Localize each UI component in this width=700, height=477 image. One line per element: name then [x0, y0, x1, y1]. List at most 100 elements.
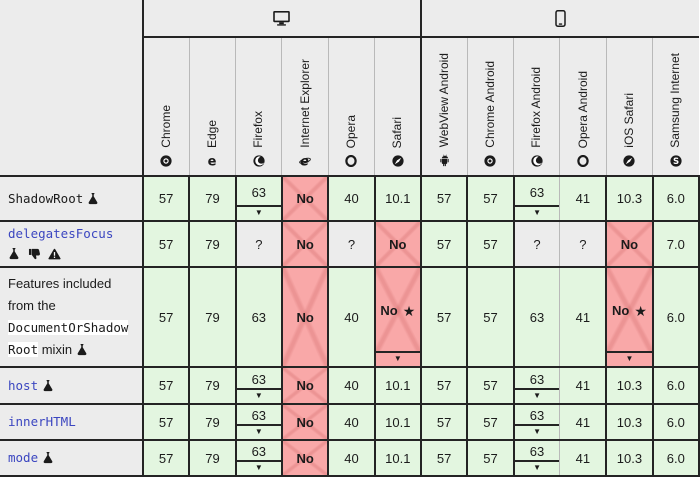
support-value-area: 57: [144, 222, 188, 266]
support-value-area: 57: [422, 222, 466, 266]
support-value-area: No: [282, 177, 328, 220]
support-value: 63: [251, 444, 267, 459]
browser-name: Internet Explorer: [297, 59, 312, 148]
support-value-area: 10.3: [607, 405, 651, 439]
support-value-area: 7.0: [654, 222, 698, 266]
support-value: 63: [251, 184, 267, 200]
support-value-area: 79: [190, 222, 234, 266]
support-cell-ios-safari[interactable]: No ★ ▼: [605, 266, 654, 368]
support-cell-internet-explorer: No: [280, 403, 330, 441]
note-indicator-icon: ▼: [236, 388, 281, 403]
browser-name: Chrome Android: [482, 61, 497, 148]
support-cell-firefox-android[interactable]: 63 ▼: [512, 403, 561, 441]
footnote-star-icon: ★: [634, 302, 647, 319]
support-cell-firefox-android[interactable]: 63 ▼: [512, 175, 561, 222]
feature-link[interactable]: host: [8, 378, 38, 393]
support-value-area: 79: [190, 405, 234, 439]
support-cell-opera: 40: [327, 175, 376, 222]
support-value: 40: [344, 191, 359, 206]
support-cell-firefox[interactable]: 63 ▼: [234, 175, 283, 222]
support-value-area: 79: [190, 368, 234, 403]
support-value: 10.3: [616, 191, 643, 206]
support-value-area: 63: [515, 405, 560, 426]
support-cell-webview-android: 57: [419, 220, 469, 268]
support-value-area: 63: [237, 441, 281, 462]
support-value: 79: [205, 414, 220, 430]
column-header-webview-android: WebView Android: [419, 37, 468, 177]
support-cell-internet-explorer: No: [280, 175, 330, 222]
support-cell-webview-android: 57: [419, 403, 469, 441]
support-value-area: ?: [329, 222, 373, 266]
note-indicator-icon: ▼: [236, 424, 281, 439]
support-cell-safari[interactable]: No ★ ▼: [373, 266, 422, 368]
feature-code: host: [8, 377, 39, 393]
support-cell-firefox-android[interactable]: 63 ▼: [512, 366, 561, 405]
compat-table-body: ShadowRoot 57 79 63 ▼ No 40 10.1 57 57 63 ▼ 41 10.3 6…: [0, 175, 700, 477]
column-header-samsung-internet: Samsung Internet S: [652, 37, 699, 177]
support-cell-firefox[interactable]: 63 ▼: [234, 439, 283, 477]
svg-text:e: e: [208, 155, 217, 167]
support-value: 79: [205, 236, 220, 252]
support-cell-firefox[interactable]: 63 ▼: [234, 366, 283, 405]
feature-link[interactable]: innerHTML: [8, 414, 76, 429]
support-cell-chrome: 57: [141, 366, 191, 405]
feature-link[interactable]: mode: [8, 450, 38, 465]
support-cell-safari: 10.1: [373, 366, 422, 405]
support-value: 57: [158, 378, 174, 393]
safari-icon: [391, 155, 404, 167]
support-cell-chrome: 57: [141, 175, 191, 222]
mobile-icon: [555, 9, 566, 27]
feature-link[interactable]: delegatesFocus: [8, 226, 113, 241]
support-cell-chrome: 57: [141, 403, 191, 441]
support-cell-firefox[interactable]: 63 ▼: [234, 403, 283, 441]
browser-name: Edge: [204, 119, 219, 148]
support-cell-firefox-android[interactable]: 63 ▼: [512, 439, 561, 477]
support-value-area: 10.3: [607, 368, 651, 403]
support-value-area: 63: [237, 368, 281, 390]
support-value: 41: [575, 309, 591, 325]
support-cell-samsung-internet: 6.0: [651, 439, 700, 477]
support-value: 63: [251, 408, 267, 423]
support-cell-edge: 79: [188, 220, 237, 268]
support-value: 41: [575, 378, 591, 393]
support-value-area: 57: [144, 441, 188, 475]
support-value: 57: [158, 191, 174, 206]
support-value-area: 63: [237, 405, 281, 426]
note-indicator-icon: ▼: [607, 351, 652, 366]
support-value: 57: [436, 378, 452, 393]
experimental-icon: [42, 451, 54, 464]
corner-cell: [0, 0, 144, 177]
support-value-area: 10.3: [607, 441, 651, 475]
feature-code: delegatesFocus: [8, 226, 114, 241]
support-value-area: 41: [560, 441, 605, 475]
support-value: 57: [436, 236, 452, 252]
support-value-area: No: [282, 368, 328, 403]
support-value-area: 10.1: [376, 441, 420, 475]
support-value: 57: [436, 450, 452, 466]
firefox-icon: [531, 155, 543, 167]
support-value: 63: [529, 309, 545, 325]
support-value-area: 57: [144, 405, 188, 439]
support-value: 79: [205, 309, 220, 325]
support-value-area: 57: [422, 177, 466, 220]
support-value: 57: [158, 450, 174, 466]
support-cell-internet-explorer: No: [280, 220, 330, 268]
support-value-area: 40: [329, 268, 373, 366]
support-cell-ios-safari: 10.3: [605, 403, 654, 441]
support-cell-chrome: 57: [141, 266, 191, 368]
support-cell-safari: No: [373, 220, 422, 268]
support-value: 57: [483, 236, 498, 252]
support-value-area: 57: [468, 441, 512, 475]
support-value-area: 6.0: [654, 268, 698, 366]
support-cell-chrome-android: 57: [466, 439, 515, 477]
column-header-opera: Opera: [327, 37, 375, 177]
support-cell-webview-android: 57: [419, 439, 469, 477]
support-value-area: ?: [515, 222, 560, 266]
support-value-area: ?: [237, 222, 281, 266]
support-value-area: 57: [422, 368, 466, 403]
svg-text:e: e: [300, 155, 309, 167]
firefox-icon: [253, 155, 265, 167]
support-value: 63: [251, 309, 267, 325]
column-header-ios-safari: iOS Safari: [605, 37, 653, 177]
